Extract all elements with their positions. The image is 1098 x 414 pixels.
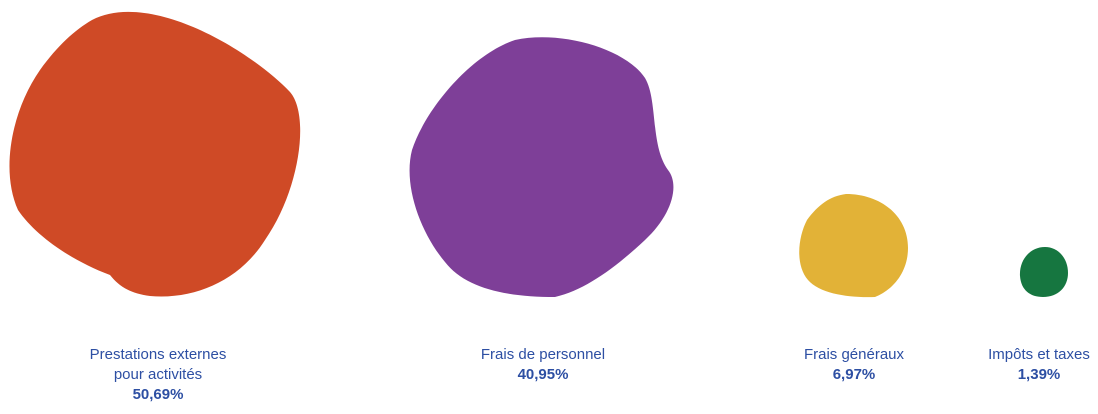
blob-prestations-externes	[9, 11, 301, 297]
category-percentage: 50,69%	[132, 386, 184, 403]
category-name-line: Frais généraux	[803, 346, 905, 363]
label-frais-generaux: Frais généraux 6,97%	[780, 346, 928, 383]
blob-frais-de-personnel	[409, 37, 674, 298]
category-percentage: 40,95%	[517, 366, 569, 383]
label-frais-de-personnel: Frais de personnel 40,95%	[440, 346, 646, 383]
category-name-line: Prestations externes	[89, 346, 227, 363]
category-percentage: 6,97%	[832, 366, 876, 383]
category-name-line: pour activités	[113, 366, 203, 383]
blob-impots-et-taxes	[1019, 247, 1068, 297]
category-name-line: Frais de personnel	[480, 346, 606, 363]
label-prestations-externes: Prestations externes pour activités 50,6…	[40, 346, 276, 403]
category-percentage: 1,39%	[1017, 366, 1061, 383]
category-name-line: Impôts et taxes	[988, 346, 1090, 363]
label-impots-et-taxes: Impôts et taxes 1,39%	[980, 346, 1098, 383]
blob-frais-generaux	[799, 194, 908, 298]
